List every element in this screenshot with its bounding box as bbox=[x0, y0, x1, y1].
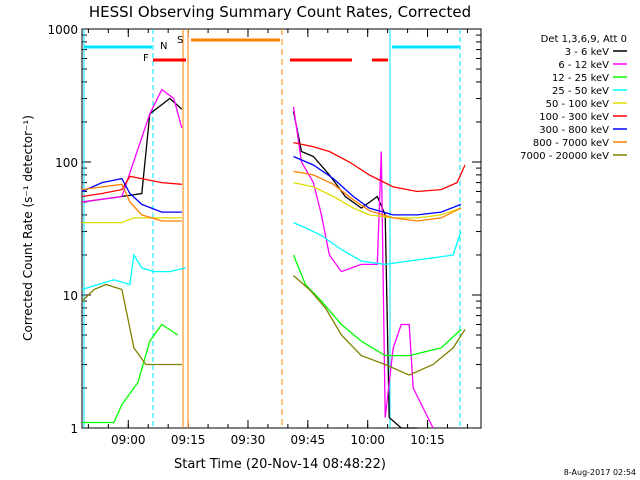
series-line bbox=[293, 222, 462, 266]
series-line bbox=[292, 106, 434, 429]
flag-marker-s: S bbox=[177, 35, 183, 46]
series-line bbox=[81, 88, 183, 203]
y-tick-label: 1000 bbox=[47, 23, 78, 37]
series-line bbox=[82, 323, 179, 424]
series-5 bbox=[81, 141, 466, 198]
series-7 bbox=[81, 170, 462, 222]
series-line bbox=[293, 170, 462, 222]
series-8 bbox=[81, 275, 466, 376]
series-line bbox=[293, 181, 462, 219]
series-line bbox=[292, 111, 418, 429]
legend-entry-label: 100 - 300 keV bbox=[539, 112, 609, 123]
series-3 bbox=[81, 222, 462, 291]
series-4 bbox=[82, 181, 462, 224]
x-tick-label: 09:00 bbox=[111, 433, 146, 447]
series-2 bbox=[82, 254, 462, 424]
x-axis: 09:00 09:15 09:30 09:45 10:00 10:15 bbox=[87, 29, 468, 447]
series-layer bbox=[81, 88, 466, 429]
series-line bbox=[81, 253, 186, 291]
series-line bbox=[82, 217, 182, 224]
series-line bbox=[81, 175, 182, 198]
y-axis-label: Corrected Count Rate (s⁻¹ detector⁻¹) bbox=[21, 115, 35, 341]
series-line bbox=[293, 275, 466, 376]
y-tick-label: 10 bbox=[63, 289, 78, 303]
series-line bbox=[292, 254, 462, 357]
legend-entry-label: 300 - 800 keV bbox=[539, 125, 609, 136]
series-line bbox=[293, 141, 466, 193]
flag-marker-f: F bbox=[143, 53, 149, 64]
legend-entry-label: 3 - 6 keV bbox=[565, 47, 609, 58]
legend-entry-label: 50 - 100 keV bbox=[546, 99, 610, 110]
series-line bbox=[81, 283, 182, 366]
series-6 bbox=[81, 155, 462, 216]
chart-title: HESSI Observing Summary Count Rates, Cor… bbox=[89, 3, 471, 21]
x-tick-label: 09:30 bbox=[231, 433, 266, 447]
series-line bbox=[81, 183, 182, 222]
series-line bbox=[81, 177, 182, 213]
series-line bbox=[81, 97, 183, 203]
observing-state-overlay: FNS bbox=[83, 29, 461, 428]
x-tick-label: 10:00 bbox=[350, 433, 385, 447]
y-tick-label: 1 bbox=[70, 422, 78, 436]
legend-entry-label: 6 - 12 keV bbox=[558, 60, 609, 71]
footer-timestamp: 8-Aug-2017 02:54 bbox=[564, 468, 636, 477]
flag-marker-n: N bbox=[160, 41, 167, 52]
y-axis: 1 10 100 1000 bbox=[47, 23, 481, 436]
legend-title: Det 1,3,6,9, Att 0 bbox=[541, 34, 627, 45]
legend-entry-label: 7000 - 20000 keV bbox=[520, 151, 609, 162]
series-line bbox=[293, 155, 462, 216]
legend-entry-label: 25 - 50 keV bbox=[552, 86, 609, 97]
y-tick-label: 100 bbox=[55, 156, 78, 170]
x-tick-label: 09:15 bbox=[171, 433, 206, 447]
legend-entry-label: 12 - 25 keV bbox=[552, 73, 609, 84]
x-tick-label: 09:45 bbox=[291, 433, 326, 447]
legend-entry-label: 800 - 7000 keV bbox=[533, 138, 609, 149]
x-tick-label: 10:15 bbox=[410, 433, 445, 447]
series-1 bbox=[81, 88, 434, 429]
x-axis-label: Start Time (20-Nov-14 08:48:22) bbox=[174, 457, 386, 472]
legend: Det 1,3,6,9, Att 0 3 - 6 keV 6 - 12 keV 12… bbox=[520, 34, 627, 162]
